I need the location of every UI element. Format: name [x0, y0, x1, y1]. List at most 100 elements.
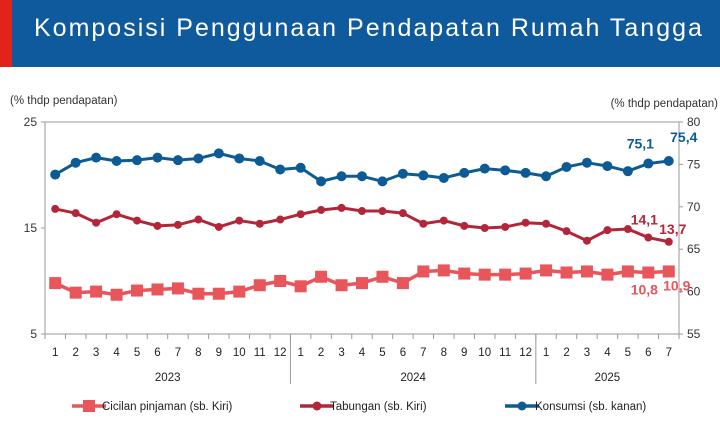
series-point-3 — [602, 161, 613, 172]
series-point-2 — [153, 221, 162, 230]
series-point-2 — [664, 237, 673, 246]
series-point-1 — [601, 268, 614, 281]
legend-label-2: Tabungan (sb. Kiri) — [330, 401, 427, 413]
series-point-3 — [132, 155, 143, 166]
legend-marker-2 — [312, 401, 322, 411]
series-point-1 — [274, 275, 287, 287]
year-label: 2024 — [400, 372, 426, 384]
series-point-3 — [397, 168, 408, 179]
series-point-1 — [233, 285, 246, 298]
series-point-1 — [499, 268, 512, 281]
series-point-3 — [111, 156, 122, 167]
right-tick-label: 75 — [687, 157, 701, 171]
series-point-3 — [213, 148, 224, 159]
series-point-2 — [562, 227, 571, 236]
right-tick-label: 60 — [687, 285, 701, 299]
series-point-2 — [542, 219, 551, 228]
series-point-3 — [418, 170, 429, 181]
right-tick-label: 70 — [687, 200, 701, 214]
series-point-3 — [622, 166, 633, 177]
series-point-1 — [69, 286, 82, 299]
x-tick-label: 1 — [297, 347, 303, 359]
header-accent — [0, 0, 12, 67]
series-point-3 — [541, 171, 552, 182]
x-tick-label: 12 — [274, 347, 287, 359]
series-point-1 — [192, 287, 205, 300]
x-tick-label: 7 — [175, 347, 181, 359]
x-tick-label: 1 — [52, 347, 58, 359]
x-tick-label: 4 — [113, 347, 120, 359]
series-point-3 — [643, 158, 654, 169]
series-point-3 — [254, 156, 265, 167]
series-point-2 — [623, 225, 632, 234]
series-point-2 — [235, 216, 244, 225]
series-point-3 — [91, 152, 102, 163]
series-point-1 — [335, 279, 348, 292]
series-point-3 — [234, 153, 245, 164]
series-point-1 — [131, 284, 144, 297]
series-point-2 — [92, 218, 101, 227]
data-label: 13,7 — [659, 221, 686, 237]
series-point-1 — [478, 268, 491, 281]
series-point-1 — [376, 270, 389, 283]
series-point-2 — [133, 216, 142, 225]
series-point-2 — [317, 205, 326, 214]
series-point-1 — [519, 267, 532, 280]
series-point-3 — [479, 163, 490, 174]
x-tick-label: 7 — [420, 347, 426, 359]
series-point-3 — [520, 167, 531, 178]
x-tick-label: 6 — [645, 347, 651, 359]
series-point-1 — [253, 279, 266, 292]
legend-label-1: Cicilan pinjaman (sb. Kiri) — [102, 401, 233, 413]
x-tick-label: 9 — [216, 347, 222, 359]
series-point-1 — [642, 266, 655, 279]
x-tick-label: 1 — [543, 347, 549, 359]
series-point-2 — [276, 215, 285, 224]
x-tick-label: 10 — [478, 347, 491, 359]
series-point-3 — [663, 156, 674, 167]
x-tick-label: 8 — [195, 347, 201, 359]
x-tick-label: 6 — [154, 347, 160, 359]
series-point-3 — [295, 162, 306, 173]
series-point-2 — [521, 218, 530, 227]
series-point-2 — [582, 236, 591, 245]
series-point-2 — [603, 226, 612, 235]
series-point-3 — [172, 155, 183, 166]
x-tick-label: 5 — [625, 347, 631, 359]
data-label: 14,1 — [631, 212, 658, 228]
left-axis-label: (% thdp pendapatan) — [10, 95, 118, 107]
right-tick-label: 80 — [687, 115, 701, 129]
legend-marker-1 — [83, 400, 95, 412]
page-title: Komposisi Penggunaan Pendapatan Rumah Ta… — [34, 14, 704, 42]
data-label: 75,4 — [670, 129, 697, 145]
right-axis-label: (% thdp pendapatan) — [611, 98, 719, 110]
series-point-2 — [644, 233, 653, 242]
x-tick-label: 12 — [519, 347, 532, 359]
series-point-2 — [480, 224, 489, 232]
series-point-1 — [580, 265, 593, 278]
series-point-3 — [50, 169, 61, 180]
series-point-2 — [194, 215, 203, 224]
x-tick-label: 3 — [338, 347, 344, 359]
x-tick-label: 2 — [318, 347, 324, 359]
series-point-2 — [398, 209, 407, 218]
series-point-3 — [459, 167, 470, 178]
legend-marker-3 — [517, 401, 527, 411]
x-tick-label: 11 — [499, 347, 511, 359]
x-tick-label: 10 — [233, 347, 246, 359]
series-point-3 — [357, 171, 367, 182]
left-tick-label: 15 — [24, 221, 38, 235]
series-point-1 — [662, 265, 675, 278]
series-point-3 — [70, 157, 81, 168]
data-label: 10,8 — [631, 282, 658, 298]
series-point-2 — [439, 216, 448, 225]
series-point-1 — [396, 277, 409, 290]
series-point-1 — [151, 283, 164, 296]
header-banner — [0, 0, 720, 67]
x-tick-label: 3 — [93, 347, 99, 359]
series-point-1 — [356, 277, 368, 290]
left-tick-label: 5 — [30, 327, 37, 341]
x-tick-label: 9 — [461, 347, 467, 359]
x-tick-label: 5 — [379, 347, 385, 359]
series-point-3 — [377, 176, 388, 187]
